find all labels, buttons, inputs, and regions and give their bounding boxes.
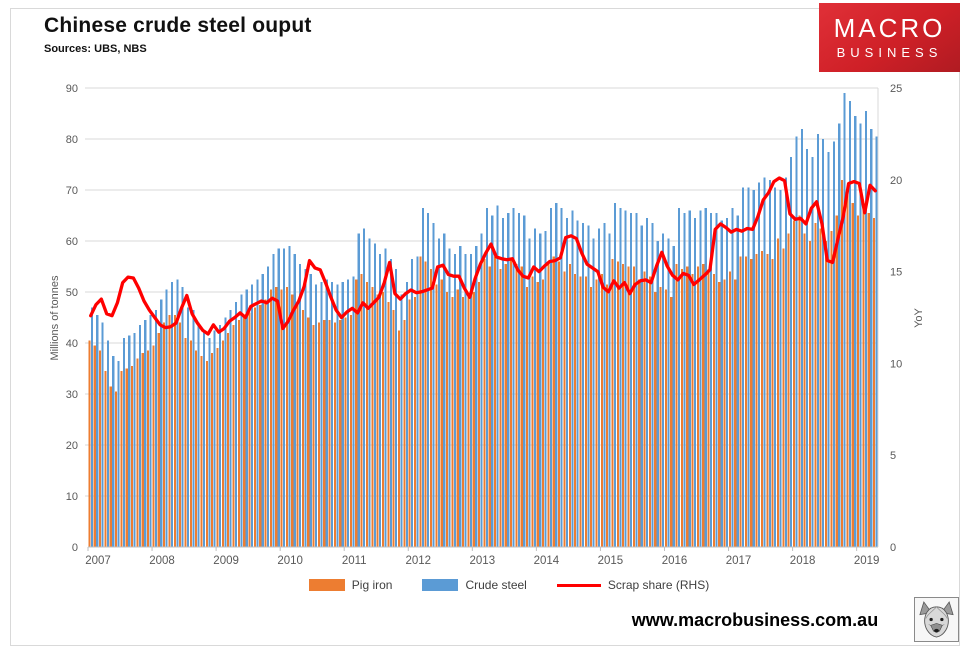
year-label: 2019 [854, 555, 880, 567]
right-axis-tick-label: 25 [890, 83, 902, 95]
left-axis-tick-label: 10 [66, 491, 78, 503]
right-axis-tick-label: 20 [890, 175, 902, 187]
logo-text-macro: MACRO [833, 13, 946, 43]
left-axis-tick-label: 70 [66, 185, 78, 197]
scrap-share-line [89, 176, 877, 336]
year-label: 2007 [85, 555, 111, 567]
pig-iron-swatch [308, 579, 345, 591]
legend-item-scrap-share: Scrap share (RHS) [556, 578, 710, 592]
left-axis-title: Millions of tonnes [49, 275, 61, 360]
left-axis-tick-label: 30 [66, 389, 78, 401]
wolf-icon [919, 601, 954, 638]
axis-tick-labels: 0 10 20 30 40 50 60 70 80 90 0 5 10 15 20 25 2007 2008 200… [66, 83, 903, 567]
left-axis-tick-label: 40 [66, 338, 78, 350]
year-label: 2012 [405, 555, 431, 567]
left-axis-tick-label: 60 [66, 236, 78, 248]
year-label: 2017 [726, 555, 752, 567]
crude-steel-swatch [422, 579, 459, 591]
left-axis-tick-label: 80 [66, 134, 78, 146]
year-label: 2010 [277, 555, 303, 567]
right-axis-tick-label: 5 [890, 450, 896, 462]
pig-iron-bars [88, 179, 876, 548]
scrap-share-swatch [556, 583, 601, 587]
year-label: 2008 [149, 555, 175, 567]
axes [87, 88, 879, 551]
left-axis-tick-label: 0 [72, 542, 78, 554]
legend-label: Crude steel [465, 578, 527, 592]
right-axis-tick-label: 10 [890, 358, 902, 370]
page-title: Chinese crude steel ouput [44, 14, 312, 37]
right-axis-tick-label: 0 [890, 542, 896, 554]
year-label: 2018 [790, 555, 816, 567]
legend-label: Scrap share (RHS) [607, 578, 710, 592]
logo-text-business: BUSINESS [836, 45, 943, 60]
right-axis-title: YoY [913, 307, 925, 327]
legend-item-pig-iron: Pig iron [308, 578, 393, 592]
macrobusiness-logo: MACRO BUSINESS [819, 3, 960, 72]
year-label: 2015 [598, 555, 624, 567]
year-label: 2009 [213, 555, 239, 567]
chart-header: Chinese crude steel ouput Sources: UBS, … [44, 14, 312, 55]
year-label: 2014 [534, 555, 560, 567]
right-axis-tick-label: 15 [890, 267, 902, 279]
left-axis-tick-label: 90 [66, 83, 78, 95]
year-label: 2016 [662, 555, 688, 567]
legend-item-crude-steel: Crude steel [422, 578, 527, 592]
year-label: 2013 [470, 555, 496, 567]
year-label: 2011 [342, 555, 367, 567]
chart-frame-border [10, 8, 960, 646]
crude-steel-bars [90, 93, 878, 548]
sources-subtitle: Sources: UBS, NBS [44, 43, 147, 55]
left-axis-tick-label: 50 [66, 287, 78, 299]
chart-plot-area: 0 10 20 30 40 50 60 70 80 90 0 5 10 15 20 25 2007 2008 200… [49, 83, 925, 567]
website-url: www.macrobusiness.com.au [631, 610, 879, 630]
left-axis-tick-label: 20 [66, 440, 78, 452]
wolf-logo [914, 597, 959, 642]
legend-label: Pig iron [351, 578, 393, 592]
chart-legend: Pig iron Crude steel Scrap share (RHS) [0, 578, 966, 592]
